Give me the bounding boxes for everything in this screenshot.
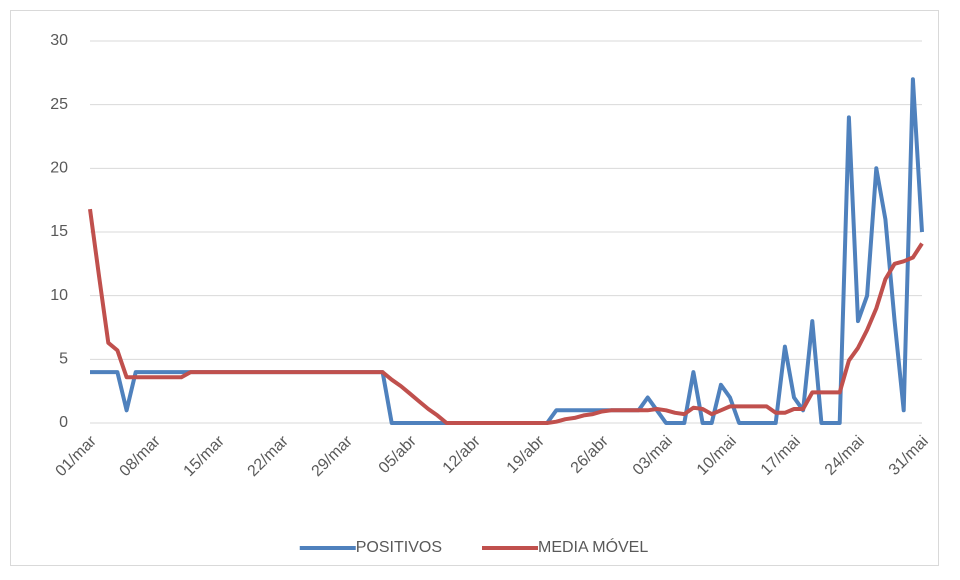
y-tick-label: 0 [59,414,68,431]
legend-label: MEDIA MÓVEL [538,537,648,556]
y-tick-label: 5 [59,351,68,368]
y-tick-label: 25 [50,96,68,113]
y-tick-label: 20 [50,160,68,177]
y-tick-label: 10 [50,287,68,304]
chart-border [10,10,939,566]
y-tick-label: 15 [50,223,68,240]
data-line [88,208,924,425]
legend-label: POSITIVOS [356,539,442,556]
y-tick-label: 30 [50,32,68,49]
